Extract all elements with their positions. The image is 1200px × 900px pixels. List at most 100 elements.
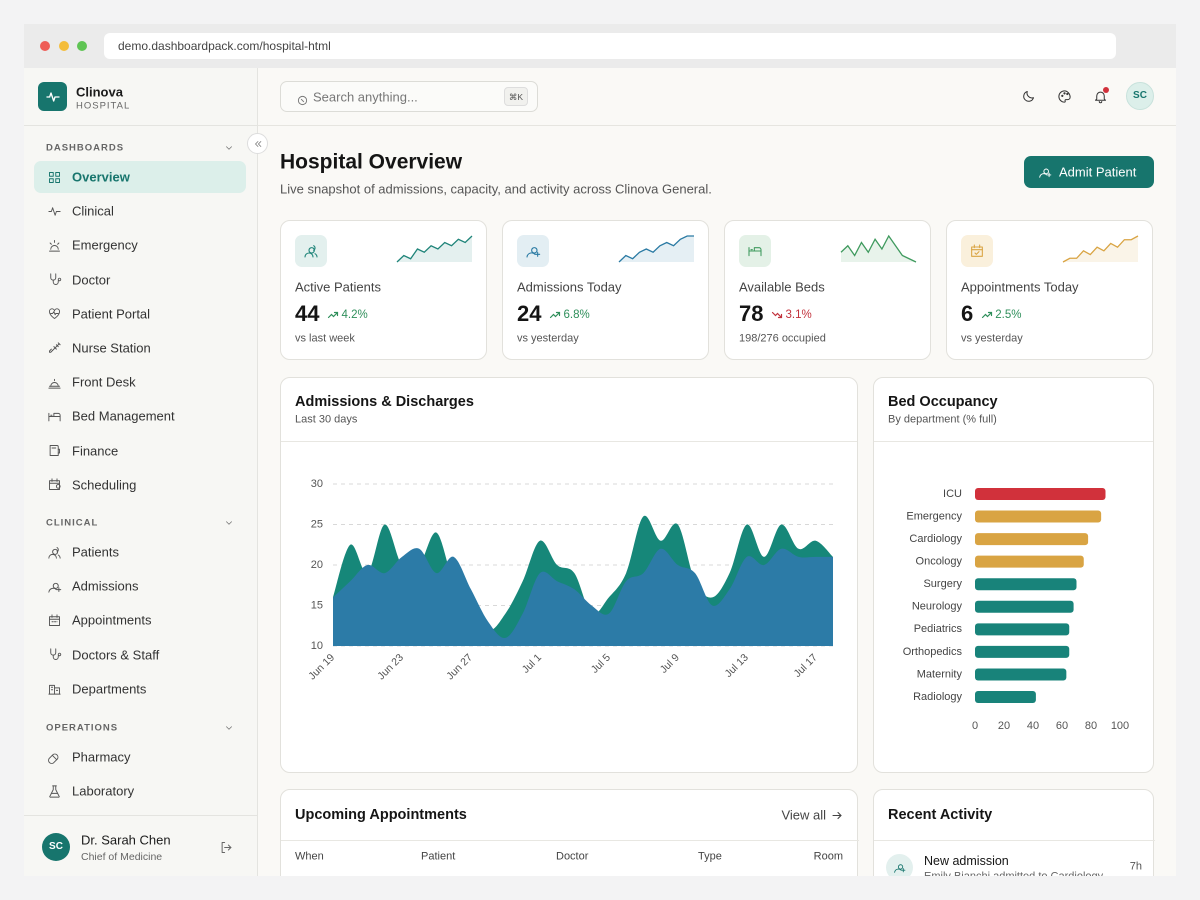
admit-icon-stroke — [1039, 173, 1048, 178]
nav-icon-stroke — [57, 448, 60, 454]
nav-icon — [48, 239, 60, 252]
theme-toggle[interactable] — [1016, 84, 1040, 108]
nav-item[interactable]: Doctor — [34, 264, 246, 296]
nav-item[interactable]: Laboratory — [34, 775, 246, 807]
palette-button-icon — [1057, 89, 1071, 103]
nav-icon — [49, 273, 61, 286]
nav-icon-stroke — [49, 311, 59, 316]
activity-icon-glyph-stroke — [897, 864, 904, 870]
kpi-icon-stroke — [531, 247, 538, 254]
view-all-link[interactable]: View all — [781, 808, 843, 823]
kpi-icon-stroke — [314, 253, 318, 258]
kpi-value-row: 44 4.2% — [295, 301, 368, 327]
activity-icon — [886, 854, 913, 876]
notification-dot — [1103, 87, 1109, 93]
kpi-icon-stroke — [974, 251, 980, 255]
notifications-button[interactable] — [1088, 84, 1112, 108]
nav-item[interactable]: Front Desk — [34, 366, 246, 398]
url-field[interactable]: demo.dashboardpack.com/hospital-html — [104, 33, 1116, 59]
nav-icon-stroke — [57, 277, 61, 282]
page-subtitle: Live snapshot of admissions, capacity, a… — [280, 181, 712, 197]
nav-label: Laboratory — [72, 783, 135, 799]
admissions-card — [280, 377, 858, 773]
nav-icon — [48, 478, 61, 491]
kpi-icon-box — [739, 235, 771, 267]
card-title: Admissions & Discharges — [295, 393, 474, 410]
nav-label: Departments — [72, 681, 147, 697]
nav-icon-stroke — [57, 652, 61, 657]
card-subtitle: Last 30 days — [295, 413, 358, 426]
logout-button[interactable] — [216, 837, 236, 857]
theme-toggle-icon-stroke — [1022, 90, 1034, 102]
nav-icon-stroke — [52, 345, 57, 350]
nav-icon-stroke — [48, 171, 54, 177]
collapse-button[interactable] — [247, 133, 268, 154]
kpi-trend-icon — [550, 311, 561, 319]
column-header: Patient — [421, 850, 456, 863]
kpi-icon-stroke — [313, 245, 316, 251]
card-title: Upcoming Appointments — [295, 806, 467, 823]
logout-icon-stroke — [221, 841, 225, 853]
nav-icon — [49, 445, 60, 457]
nav-item[interactable]: Patient Portal — [34, 298, 246, 330]
nav-icon — [47, 685, 61, 695]
topbar-avatar-initials: SC — [1133, 90, 1147, 101]
section-title: CLINICAL — [46, 517, 99, 529]
nav-icon-stroke — [52, 582, 59, 589]
nav-icon-stroke — [49, 244, 59, 250]
kpi-change: 4.2% — [327, 309, 368, 321]
section-chevron-stroke — [226, 726, 232, 730]
nav-item[interactable]: Departments — [34, 673, 246, 705]
topbar-divider — [258, 125, 1176, 126]
nav-item[interactable]: Finance — [34, 435, 246, 467]
nav-label: Clinical — [72, 203, 114, 219]
brand-icon — [45, 91, 60, 102]
nav-icon — [47, 753, 58, 764]
kpi-change: 2.5% — [981, 309, 1021, 321]
url-text: demo.dashboardpack.com/hospital-html — [118, 39, 331, 53]
view-all-arrow — [832, 811, 842, 819]
nav-icon-stroke — [48, 177, 54, 183]
nav-item[interactable]: Pharmacy — [34, 741, 246, 773]
nav-item[interactable]: Clinical — [34, 195, 246, 227]
kpi-value: 24 — [517, 301, 542, 326]
user-initials: SC — [49, 841, 63, 852]
palette-button[interactable] — [1052, 84, 1076, 108]
notifications-button-icon — [1094, 91, 1106, 103]
kpi-icon-stroke — [526, 252, 536, 258]
activity-detail: Emily Bianchi admitted to Cardiology — [924, 870, 1104, 883]
nav-item[interactable]: Emergency — [34, 229, 246, 261]
nav-item[interactable]: Overview — [34, 161, 246, 193]
kpi-label: Appointments Today — [961, 279, 1079, 295]
card-divider — [874, 840, 1155, 841]
kpi-trend-arrow — [772, 311, 783, 319]
nav-item[interactable]: Patients — [34, 536, 246, 568]
nav-icon — [48, 341, 61, 353]
theme-toggle-icon — [1022, 90, 1034, 102]
activity-icon-glyph — [894, 864, 906, 873]
occupancy-card — [873, 377, 1154, 773]
kpi-note: vs last week — [295, 332, 355, 345]
nav-item[interactable]: Admissions — [34, 570, 246, 602]
nav-item[interactable]: Scheduling — [34, 469, 246, 501]
kpi-card: Appointments Today 6 2.5% vs yesterday — [946, 220, 1153, 360]
sidebar — [24, 68, 258, 876]
topbar-avatar[interactable]: SC — [1126, 82, 1154, 110]
nav-item[interactable]: Doctors & Staff — [34, 639, 246, 671]
kpi-icon-stroke — [753, 247, 762, 252]
activity-icon-glyph-stroke — [894, 868, 902, 873]
nav-label: Patient Portal — [72, 306, 151, 322]
nav-item[interactable]: Appointments — [34, 604, 246, 636]
user-avatar: SC — [42, 833, 70, 861]
search-box[interactable]: Search anything... ⌘K — [280, 81, 538, 112]
appointments-card: Upcoming Appointments View all When Patient… — [280, 789, 859, 876]
nav-item[interactable]: Bed Management — [34, 400, 246, 432]
nav-label: Doctors & Staff — [72, 647, 160, 663]
kpi-value: 44 — [295, 301, 320, 326]
column-header: Doctor — [556, 850, 589, 863]
admit-button[interactable]: Admit Patient — [1024, 156, 1154, 188]
nav-item[interactable]: Nurse Station — [34, 332, 246, 364]
nav-icon — [48, 308, 60, 320]
activity-time: 7h — [1129, 860, 1142, 873]
